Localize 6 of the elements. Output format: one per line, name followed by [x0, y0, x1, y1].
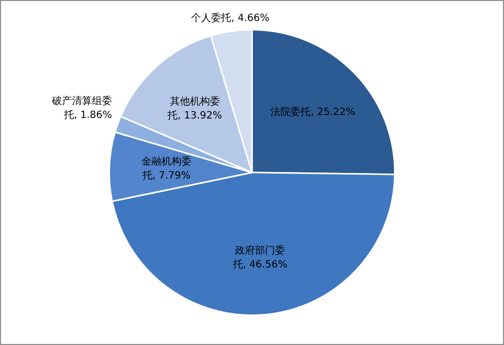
slice-label: 破产清算组委托, 1.86% [51, 94, 112, 121]
slice-label: 金融机构委托, 7.79% [141, 156, 192, 182]
slice-label: 其他机构委托, 13.92% [166, 95, 222, 122]
slice-label: 政府部门委托, 46.56% [232, 244, 288, 270]
slice-label: 个人委托, 4.66% [191, 12, 270, 24]
slice-label: 法院委托, 25.22% [270, 106, 356, 118]
